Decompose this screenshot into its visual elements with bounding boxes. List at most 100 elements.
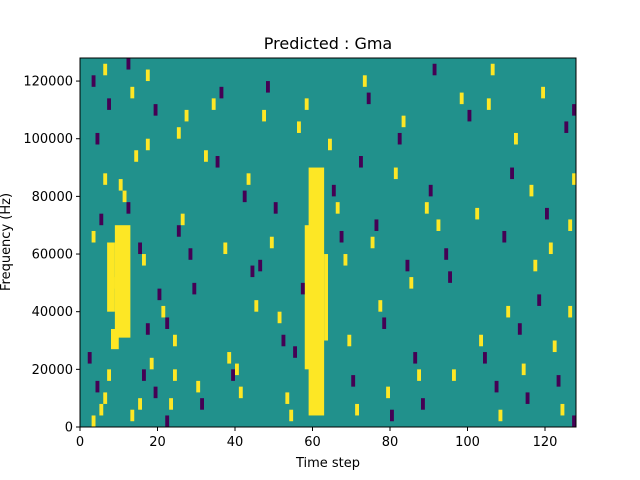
y-axis: 0 20000 40000 60000 80000 100000 120000: [23, 75, 80, 436]
heatmap-cell: [328, 138, 332, 151]
heatmap-band: [324, 254, 328, 341]
x-axis: 0 20 40 60 80 100 120: [76, 427, 558, 450]
heatmap-cell: [401, 115, 406, 128]
heatmap-cell: [510, 167, 514, 180]
heatmap-cell: [103, 392, 108, 404]
heatmap-cell: [231, 369, 235, 381]
plot-area: [79, 57, 577, 428]
heatmap-cell: [568, 219, 573, 231]
heatmap-cell: [552, 340, 557, 353]
heatmap-cell: [335, 202, 340, 214]
heatmap-cell: [533, 259, 538, 272]
heatmap-cell: [545, 207, 549, 220]
heatmap-cell: [521, 363, 526, 376]
heatmap-cell: [145, 69, 150, 82]
plot-frame: [79, 57, 577, 428]
heatmap-cell: [223, 242, 228, 255]
heatmap-cell: [242, 190, 247, 203]
heatmap-cell: [359, 156, 363, 168]
heatmap-cell: [343, 254, 348, 266]
heatmap-cell: [134, 150, 139, 162]
heatmap-cell: [417, 369, 421, 381]
heatmap-cell: [215, 156, 220, 168]
y-axis-label: Frequency (Hz): [0, 193, 14, 291]
heatmap-cell: [126, 202, 131, 214]
heatmap-cell: [370, 236, 375, 249]
heatmap-cell: [436, 219, 441, 231]
x-tick-label: 80: [382, 435, 399, 450]
heatmap-cell: [529, 184, 534, 197]
heatmap-cell: [351, 375, 356, 387]
heatmap-cell: [560, 403, 565, 416]
heatmap-cell: [366, 92, 371, 105]
heatmap-cell: [382, 317, 387, 329]
heatmap-cell: [235, 363, 239, 376]
heatmap-cell: [405, 259, 410, 272]
heatmap-cell: [238, 386, 243, 399]
heatmap-cells: [87, 58, 576, 427]
heatmap-band: [111, 328, 119, 350]
heatmap-cell: [300, 282, 305, 295]
heatmap-cell: [107, 369, 111, 381]
heatmap-cell: [250, 265, 255, 278]
y-tick-label: 60000: [32, 248, 73, 263]
heatmap-cell: [165, 415, 170, 427]
heatmap-cell: [517, 323, 522, 335]
heatmap-cell: [107, 98, 111, 110]
heatmap-cell: [200, 398, 204, 410]
heatmap-cell: [498, 409, 503, 422]
heatmap-cell: [165, 317, 170, 329]
heatmap-cell: [378, 300, 383, 312]
heatmap-cell: [293, 346, 297, 358]
heatmap-cell: [273, 202, 278, 214]
heatmap-cell: [479, 334, 483, 347]
heatmap-cell: [142, 254, 146, 266]
x-tick-label: 120: [533, 435, 558, 450]
y-tick-label: 20000: [32, 363, 73, 378]
heatmap-cell: [99, 403, 104, 416]
heatmap-cell: [173, 334, 177, 347]
heatmap-cell: [111, 277, 115, 289]
heatmap-cell: [169, 398, 173, 410]
heatmap-background: [80, 58, 576, 427]
heatmap-cell: [87, 352, 92, 364]
heatmap-cell: [246, 173, 251, 185]
heatmap-cell: [432, 63, 437, 76]
heatmap-cell: [122, 190, 127, 203]
heatmap-cell: [138, 398, 142, 410]
heatmap-cell: [211, 98, 216, 110]
heatmap-cell: [572, 104, 576, 116]
heatmap-cell: [347, 334, 352, 347]
heatmap-cell: [409, 277, 414, 289]
heatmap-cell: [572, 415, 576, 427]
heatmap-cell: [537, 294, 542, 306]
heatmap-cell: [525, 392, 530, 404]
heatmap-cell: [262, 109, 266, 122]
heatmap-cell: [176, 225, 181, 237]
heatmap-cell: [184, 109, 189, 122]
heatmap-cell: [258, 259, 263, 272]
heatmap-cell: [277, 311, 282, 324]
heatmap-cell: [386, 386, 390, 399]
heatmap-cell: [297, 121, 301, 133]
heatmap-cell: [130, 86, 135, 99]
heatmap-cell: [413, 352, 418, 364]
heatmap-cell: [91, 230, 96, 243]
heatmap-cell: [91, 415, 96, 427]
heatmap-cell: [103, 63, 108, 76]
chart-title: Predicted : Gma: [264, 34, 392, 53]
heatmap-cell: [355, 403, 359, 416]
heatmap-cell: [91, 75, 96, 87]
heatmap-band: [304, 225, 313, 370]
heatmap-cell: [269, 236, 274, 249]
x-tick-label: 40: [227, 435, 244, 450]
heatmap-cell: [452, 369, 456, 381]
heatmap-cell: [188, 248, 193, 260]
heatmap-cell: [289, 409, 294, 422]
heatmap-cell: [227, 352, 232, 364]
heatmap-cell: [153, 104, 158, 116]
x-tick-label: 20: [149, 435, 166, 450]
y-tick-label: 0: [65, 421, 73, 436]
y-tick-label: 40000: [32, 305, 73, 320]
